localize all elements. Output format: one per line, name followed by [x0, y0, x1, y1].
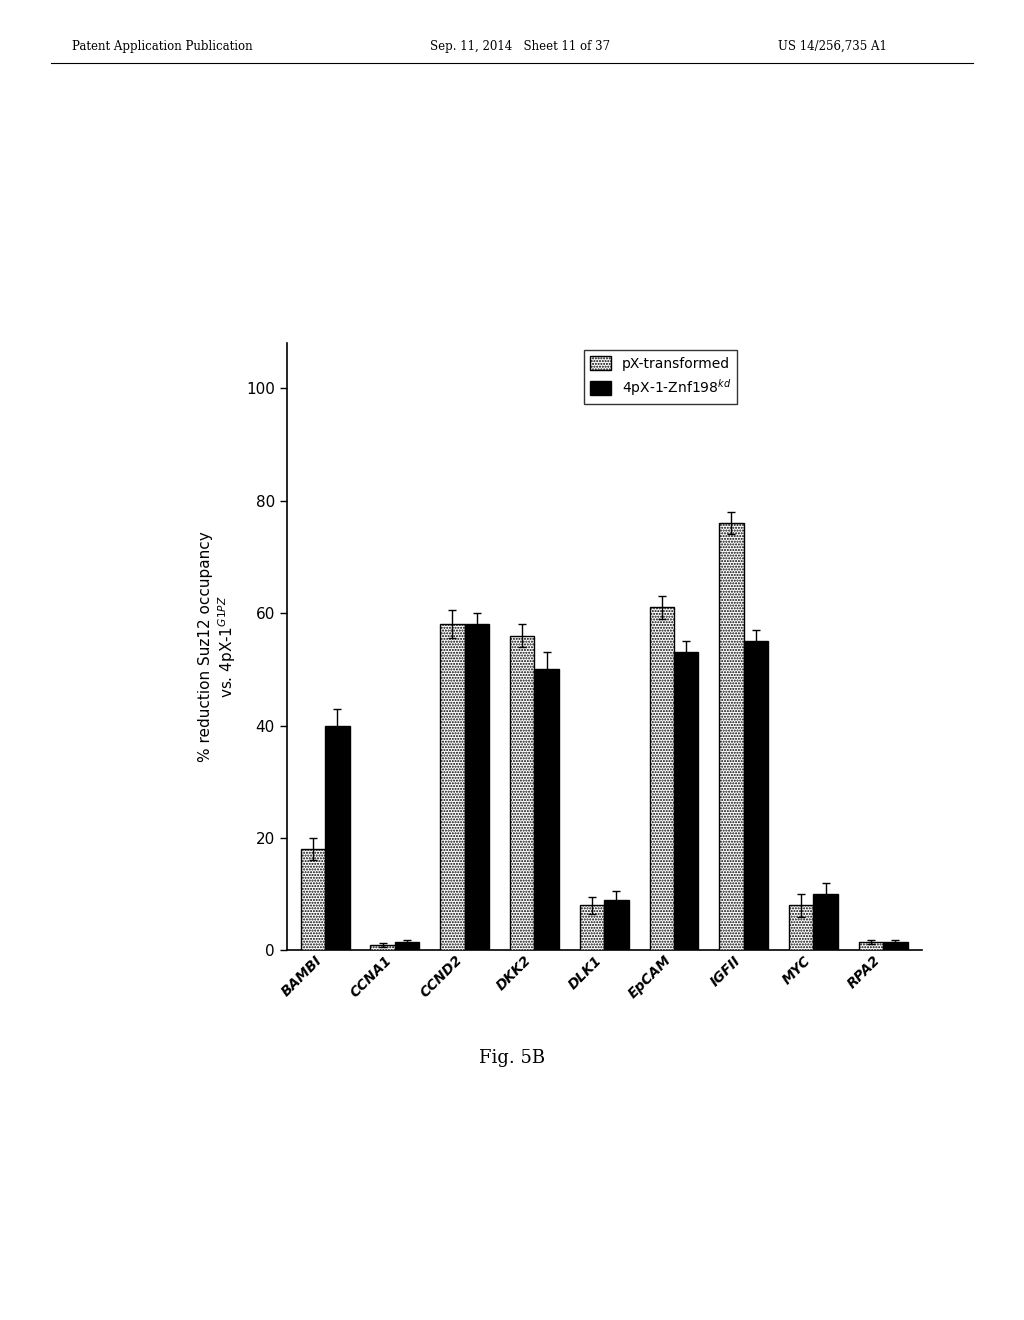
- Bar: [674, 652, 698, 950]
- Bar: [604, 900, 629, 950]
- Bar: [580, 906, 604, 950]
- Legend: pX-transformed, 4pX-1-Znf198$^{kd}$: pX-transformed, 4pX-1-Znf198$^{kd}$: [584, 350, 737, 404]
- Bar: [719, 523, 743, 950]
- Bar: [649, 607, 674, 950]
- Text: Fig. 5B: Fig. 5B: [479, 1048, 545, 1067]
- Bar: [440, 624, 465, 950]
- Bar: [884, 942, 907, 950]
- Bar: [859, 942, 884, 950]
- Bar: [790, 906, 813, 950]
- Bar: [325, 726, 349, 950]
- Bar: [510, 635, 535, 950]
- Bar: [813, 894, 838, 950]
- Text: Sep. 11, 2014   Sheet 11 of 37: Sep. 11, 2014 Sheet 11 of 37: [430, 40, 610, 53]
- Y-axis label: % reduction Suz12 occupancy
vs. 4pX-1$^{G1PZ}$: % reduction Suz12 occupancy vs. 4pX-1$^{…: [198, 532, 238, 762]
- Bar: [371, 945, 395, 950]
- Text: Patent Application Publication: Patent Application Publication: [72, 40, 252, 53]
- Bar: [395, 942, 419, 950]
- Text: US 14/256,735 A1: US 14/256,735 A1: [778, 40, 887, 53]
- Bar: [743, 642, 768, 950]
- Bar: [535, 669, 559, 950]
- Bar: [465, 624, 489, 950]
- Bar: [301, 849, 325, 950]
